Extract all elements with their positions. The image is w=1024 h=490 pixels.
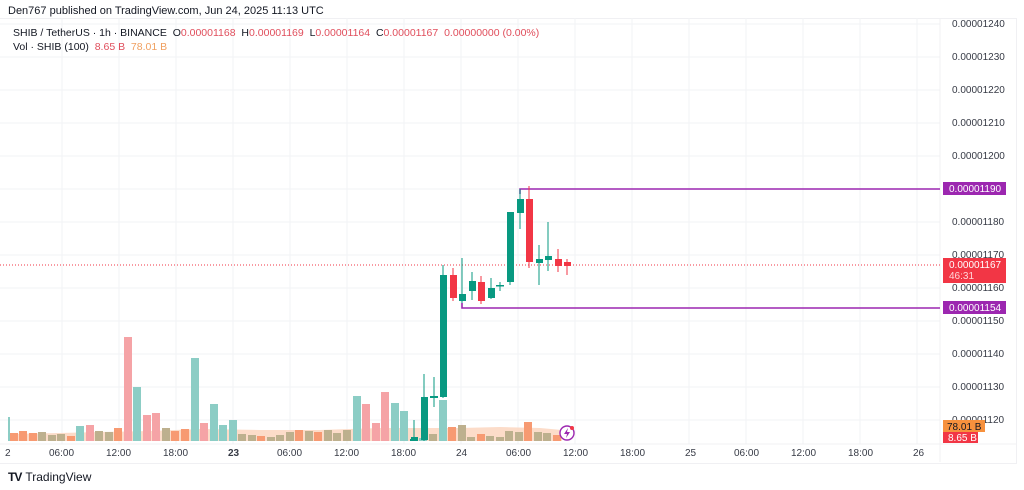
symbol-label[interactable]: SHIB / TetherUS · 1h · BINANCE	[13, 27, 167, 39]
svg-text:0.00001210: 0.00001210	[952, 118, 1005, 129]
volume-ma-value: 78.01 B	[130, 41, 168, 53]
svg-text:0.00001170: 0.00001170	[952, 250, 1005, 261]
time-axis[interactable]: 2 06:00 12:00 18:00 23 06:00 12:00 18:00…	[5, 448, 925, 459]
support-price-tag	[943, 301, 1006, 314]
svg-text:12:00: 12:00	[563, 448, 588, 459]
open-value: 0.00001168	[180, 27, 236, 39]
low-value: 0.00001164	[315, 27, 371, 39]
svg-text:0.00001200: 0.00001200	[952, 151, 1005, 162]
lightning-icon[interactable]	[559, 425, 575, 441]
volume-row[interactable]: Vol · SHIB (100) 8.65 B 78.01 B	[13, 40, 539, 54]
svg-text:18:00: 18:00	[620, 448, 645, 459]
v-grid	[61, 18, 918, 444]
svg-text:24: 24	[456, 448, 468, 459]
brand-name: TradingView	[25, 470, 92, 484]
svg-text:0.00001160: 0.00001160	[952, 283, 1005, 294]
svg-text:18:00: 18:00	[163, 448, 188, 459]
volume-tag	[943, 432, 978, 443]
svg-text:23: 23	[228, 448, 240, 459]
support-price-text: 0.00001154	[949, 303, 1002, 314]
svg-text:26: 26	[913, 448, 925, 459]
resistance-price-tag	[943, 182, 1006, 195]
svg-text:0.00001180: 0.00001180	[952, 217, 1005, 228]
svg-text:06:00: 06:00	[277, 448, 302, 459]
svg-text:06:00: 06:00	[49, 448, 74, 459]
chart-frame[interactable]	[0, 18, 1017, 464]
svg-text:18:00: 18:00	[848, 448, 873, 459]
last-price-tag	[943, 258, 1006, 283]
ohlc-row[interactable]: SHIB / TetherUS · 1h · BINANCE O0.000011…	[13, 27, 540, 39]
resistance-price-text: 0.00001190	[949, 184, 1002, 195]
svg-text:0.00001220: 0.00001220	[952, 85, 1005, 96]
svg-text:0.00001130: 0.00001130	[952, 382, 1005, 393]
last-price-text: 0.00001167	[949, 260, 1002, 271]
h-grid	[0, 23, 940, 421]
volume-ma-text: 78.01 B	[947, 422, 982, 433]
volume-value: 8.65 B	[94, 41, 126, 53]
publish-header: Den767 published on TradingView.com, Jun…	[8, 5, 324, 17]
svg-text:12:00: 12:00	[791, 448, 816, 459]
svg-text:12:00: 12:00	[106, 448, 131, 459]
price-axis[interactable]: 0.00001240 0.00001230 0.00001220 0.00001…	[952, 19, 1005, 426]
svg-text:0.00001140: 0.00001140	[952, 349, 1005, 360]
svg-text:06:00: 06:00	[734, 448, 759, 459]
candles	[411, 186, 571, 441]
tradingview-footer[interactable]: TV TradingView	[8, 470, 91, 484]
svg-text:25: 25	[685, 448, 697, 459]
volume-bars	[8, 337, 561, 441]
svg-text:2: 2	[5, 448, 11, 459]
svg-text:0.00001230: 0.00001230	[952, 52, 1005, 63]
svg-text:18:00: 18:00	[391, 448, 416, 459]
tradingview-logo-icon: TV	[8, 470, 22, 484]
countdown-text: 46:31	[949, 271, 974, 282]
volume-ma-tag	[943, 420, 985, 432]
chart-legend: SHIB / TetherUS · 1h · BINANCE O0.000011…	[13, 26, 539, 54]
volume-text: 8.65 B	[948, 433, 977, 444]
close-value: 0.00001167	[383, 27, 439, 39]
support-level-line[interactable]	[461, 303, 940, 309]
svg-text:0.00001240: 0.00001240	[952, 19, 1005, 30]
resistance-level-line[interactable]	[519, 188, 940, 194]
svg-text:12:00: 12:00	[334, 448, 359, 459]
svg-text:0.00001150: 0.00001150	[952, 316, 1005, 327]
svg-text:06:00: 06:00	[506, 448, 531, 459]
high-value: 0.00001169	[249, 27, 304, 39]
volume-label[interactable]: Vol · SHIB (100)	[13, 41, 89, 53]
change-value: 0.00000000 (0.00%)	[444, 27, 540, 39]
